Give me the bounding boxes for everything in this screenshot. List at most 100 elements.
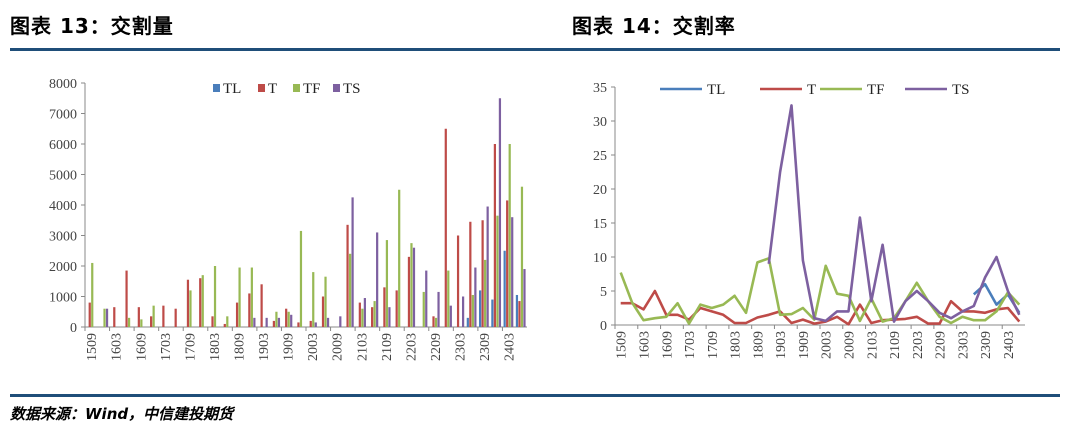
- bar-TF-1909: [287, 311, 290, 327]
- bar-TS-2103: [363, 298, 366, 327]
- bar-TF-2403: [508, 144, 511, 327]
- rate-x-tick-label: 2309: [979, 331, 994, 359]
- legend-label-TS: TS: [952, 82, 970, 98]
- bar-TF-1512: [103, 308, 106, 327]
- volume-x-tick-label: 2003: [306, 333, 321, 361]
- bar-TF-1509: [91, 262, 94, 327]
- bar-TS-2206: [425, 270, 428, 327]
- bar-TF-1806: [226, 316, 229, 327]
- bar-TF-2103: [361, 308, 364, 327]
- bar-T-1812: [248, 293, 251, 327]
- volume-x-tick-label: 1903: [257, 333, 272, 361]
- bar-T-1809: [235, 302, 239, 327]
- bar-T-1603: [113, 307, 116, 327]
- bar-TF-1709: [189, 290, 192, 327]
- bar-TF-2106: [373, 301, 376, 327]
- bar-T-2209: [432, 316, 435, 327]
- right-chart-title: 图表 14：交割率: [572, 14, 736, 38]
- volume-x-tick-label: 1603: [110, 333, 125, 361]
- volume-x-tick-label: 2103: [355, 333, 370, 361]
- bar-T-1706: [174, 308, 177, 327]
- bar-TF-1803: [213, 266, 217, 327]
- bar-TF-1912: [299, 230, 303, 327]
- bar-TF-2209: [434, 317, 438, 327]
- volume-y-tick-label: 0: [70, 321, 77, 336]
- volume-y-tick-label: 1000: [49, 291, 77, 306]
- bar-T-2406: [518, 301, 521, 327]
- volume-y-tick-label: 3000: [49, 230, 77, 245]
- rate-y-tick-label: 35: [593, 81, 607, 96]
- bar-TS-1906: [277, 317, 281, 327]
- bar-TF-2406: [520, 186, 524, 327]
- volume-x-tick-label: 2309: [478, 333, 493, 361]
- rate-y-tick-label: 0: [600, 319, 607, 334]
- rate-x-tick-label: 1603: [637, 331, 652, 359]
- bar-TF-2312: [496, 215, 499, 327]
- bar-TF-2212: [447, 270, 450, 327]
- bar-T-2106: [371, 307, 374, 327]
- bar-T-2003: [309, 320, 312, 327]
- volume-x-tick-label: 2403: [503, 333, 518, 361]
- rate-x-tick-label: 1509: [615, 331, 630, 359]
- rate-x-tick-label: 2203: [911, 331, 926, 359]
- rate-x-tick-label: 1909: [797, 331, 812, 359]
- bar-T-2109: [383, 287, 386, 327]
- bar-T-2309: [481, 220, 484, 327]
- volume-y-tick-label: 7000: [49, 108, 77, 123]
- volume-x-tick-label: 1809: [232, 333, 247, 361]
- volume-x-tick-label: 2203: [404, 333, 419, 361]
- bar-TL-2403: [503, 250, 506, 327]
- rate-x-tick-label: 2209: [934, 331, 949, 359]
- bar-TS-2012: [351, 197, 354, 327]
- bar-TF-2109: [385, 240, 389, 327]
- volume-x-tick-label: 1609: [134, 333, 149, 361]
- volume-y-tick-label: 2000: [49, 260, 77, 275]
- bar-TS-2009: [339, 316, 342, 327]
- bar-T-1709: [186, 279, 190, 327]
- bar-TS-2306: [474, 267, 477, 327]
- volume-x-tick-label: 2209: [429, 333, 444, 361]
- legend-swatch-T: [258, 84, 265, 92]
- bar-TF-1609: [140, 319, 143, 327]
- volume-x-tick-label: 2303: [453, 333, 468, 361]
- bar-TF-2203: [410, 243, 413, 327]
- legend-label-TS: TS: [343, 81, 361, 97]
- legend-label-TF: TF: [303, 81, 321, 97]
- rate-x-tick-label: 1609: [660, 331, 675, 359]
- volume-x-tick-label: 1703: [159, 333, 174, 361]
- volume-x-tick-label: 2009: [331, 333, 346, 361]
- bar-T-1909: [285, 308, 288, 327]
- volume-y-tick-label: 4000: [49, 199, 77, 214]
- bar-T-1906: [272, 320, 276, 327]
- volume-x-tick-label: 1909: [282, 333, 297, 361]
- legend-swatch-TS: [333, 84, 340, 92]
- bar-T-2212: [444, 128, 447, 327]
- rate-y-tick-label: 20: [593, 183, 607, 198]
- bar-T-1606: [125, 270, 128, 327]
- line-TF: [619, 257, 1021, 325]
- bar-T-1912: [297, 322, 300, 327]
- legend-label-TL: TL: [223, 81, 241, 97]
- volume-y-tick-label: 6000: [49, 138, 77, 153]
- bar-TF-1906: [275, 311, 278, 327]
- volume-x-tick-label: 1803: [208, 333, 223, 361]
- bar-T-1803: [211, 316, 214, 327]
- rate-x-tick-label: 2109: [888, 331, 903, 359]
- rate-x-tick-label: 1703: [683, 331, 698, 359]
- top-divider: [10, 48, 1060, 51]
- rate-y-tick-label: 15: [593, 217, 607, 232]
- volume-x-tick-label: 2109: [380, 333, 395, 361]
- bar-TS-2312: [498, 98, 502, 327]
- bar-TS-2106: [376, 232, 379, 327]
- volume-x-tick-label: 1509: [85, 333, 100, 361]
- bar-TS-2006: [326, 317, 330, 327]
- bar-T-1609: [137, 307, 140, 327]
- bar-TF-2206: [422, 291, 425, 327]
- bar-T-2306: [469, 221, 472, 327]
- legend-swatch-TF: [293, 84, 300, 92]
- volume-x-tick-label: 1709: [183, 333, 198, 361]
- bar-TS-2403: [511, 217, 514, 327]
- volume-y-tick-label: 5000: [49, 169, 77, 184]
- bar-TF-1809: [238, 267, 241, 327]
- bar-TS-1903: [265, 317, 268, 327]
